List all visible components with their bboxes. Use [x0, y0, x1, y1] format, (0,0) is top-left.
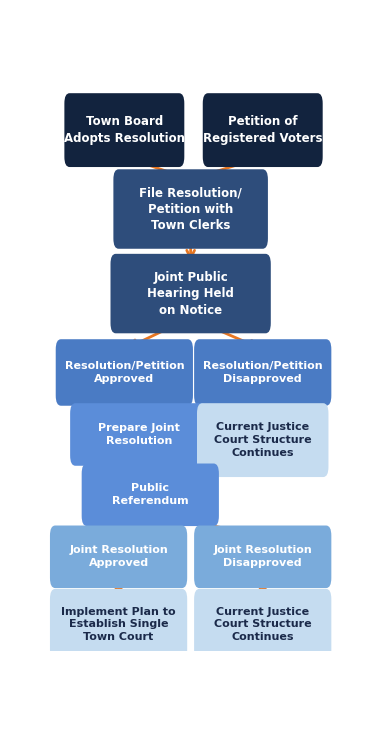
Text: Joint Resolution
Disapproved: Joint Resolution Disapproved	[214, 545, 312, 568]
FancyBboxPatch shape	[64, 93, 184, 167]
FancyBboxPatch shape	[203, 93, 323, 167]
Text: Current Justice
Court Structure
Continues: Current Justice Court Structure Continue…	[214, 607, 311, 642]
Text: Joint Public
Hearing Held
on Notice: Joint Public Hearing Held on Notice	[147, 271, 234, 316]
Text: Petition of
Registered Voters: Petition of Registered Voters	[203, 116, 323, 145]
FancyBboxPatch shape	[197, 403, 328, 477]
FancyBboxPatch shape	[70, 403, 207, 466]
FancyBboxPatch shape	[50, 589, 187, 660]
Text: Prepare Joint
Resolution: Prepare Joint Resolution	[98, 423, 180, 446]
FancyBboxPatch shape	[194, 339, 331, 406]
Text: Resolution/Petition
Approved: Resolution/Petition Approved	[64, 361, 184, 384]
FancyBboxPatch shape	[113, 169, 268, 249]
FancyBboxPatch shape	[194, 526, 331, 588]
FancyBboxPatch shape	[194, 589, 331, 660]
Text: Implement Plan to
Establish Single
Town Court: Implement Plan to Establish Single Town …	[61, 607, 176, 642]
Text: File Resolution/
Petition with
Town Clerks: File Resolution/ Petition with Town Cler…	[139, 186, 242, 232]
FancyBboxPatch shape	[56, 339, 193, 406]
Text: Resolution/Petition
Disapproved: Resolution/Petition Disapproved	[203, 361, 323, 384]
Text: Public
Referendum: Public Referendum	[112, 483, 189, 507]
Text: Town Board
Adopts Resolution: Town Board Adopts Resolution	[64, 116, 185, 145]
Text: Current Justice
Court Structure
Continues: Current Justice Court Structure Continue…	[214, 422, 311, 458]
FancyBboxPatch shape	[82, 463, 219, 526]
FancyBboxPatch shape	[50, 526, 187, 588]
FancyBboxPatch shape	[110, 254, 271, 333]
Text: Joint Resolution
Approved: Joint Resolution Approved	[69, 545, 168, 568]
